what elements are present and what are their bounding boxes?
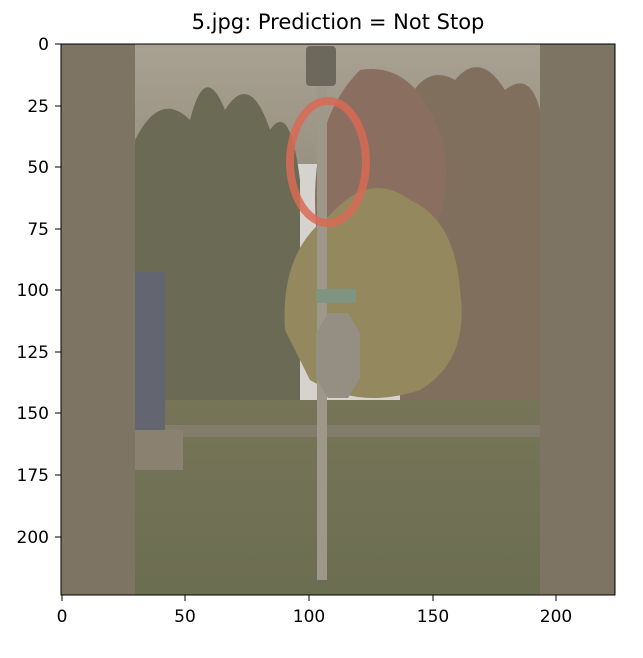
x-axis: 0 50 100 150 200: [57, 595, 572, 627]
y-tick-label: 125: [17, 343, 49, 363]
axes-frame: [60, 43, 616, 596]
y-axis: 0 25 50 75 100 125 150 175 200: [17, 35, 61, 548]
x-tick-label: 100: [293, 607, 325, 627]
x-tick-label: 200: [540, 607, 572, 627]
x-tick-label: 150: [417, 607, 449, 627]
y-tick-label: 75: [27, 220, 49, 240]
y-tick-label: 0: [38, 35, 49, 55]
tree-canopy-left: [135, 87, 300, 420]
image-area: [61, 44, 615, 595]
lamp-head: [306, 46, 336, 86]
path-strip: [135, 425, 540, 437]
y-tick-label: 175: [17, 466, 49, 486]
y-tick-label: 150: [17, 404, 49, 424]
x-tick-label: 50: [174, 607, 196, 627]
octagon-sign-back: [316, 313, 360, 398]
x-tick-label: 0: [57, 607, 68, 627]
y-tick-label: 25: [27, 97, 49, 117]
plot-title: 5.jpg: Prediction = Not Stop: [192, 10, 485, 34]
highlight-circle: [286, 97, 370, 227]
right-mask-band: [540, 44, 615, 595]
left-mask-band: [61, 44, 135, 595]
image-overlay: [135, 44, 540, 595]
building-sign: [135, 272, 165, 430]
street-name-sign: [316, 289, 356, 303]
y-tick-label: 50: [27, 158, 49, 178]
sign-base: [135, 430, 183, 470]
y-tick-label: 200: [17, 528, 49, 548]
y-tick-label: 100: [17, 281, 49, 301]
signpost-pole: [317, 60, 327, 580]
